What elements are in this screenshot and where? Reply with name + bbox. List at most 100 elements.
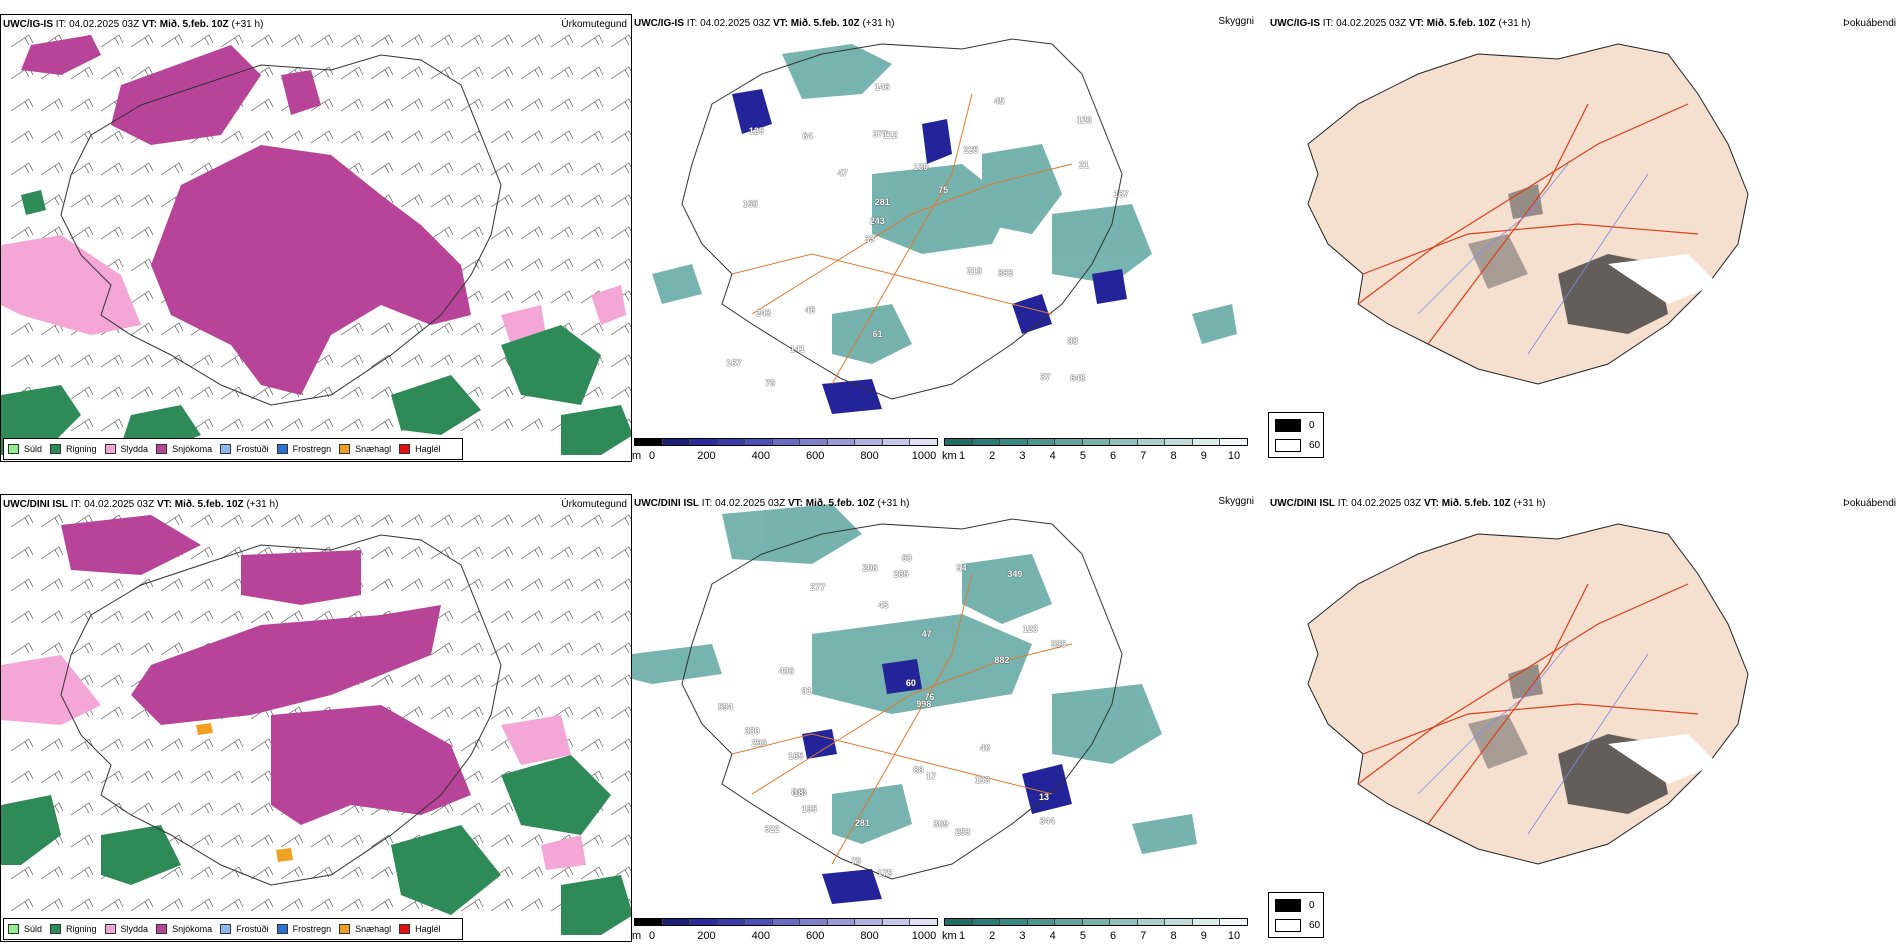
wind-barb — [70, 162, 94, 176]
wind-barb — [220, 578, 244, 592]
wind-barb — [460, 98, 484, 112]
wind-barb — [460, 514, 484, 528]
wind-barb — [460, 322, 484, 336]
wind-barb — [580, 834, 604, 848]
wind-barb — [610, 578, 631, 592]
visibility-value-label: 195 — [801, 803, 817, 814]
vis-colorbar-1: km 1 2 3 4 5 6 7 8 9 10 — [942, 438, 1248, 462]
panel-title-ceiling: Skyggni — [1218, 16, 1254, 27]
wind-barb — [280, 514, 304, 528]
wind-barb — [10, 642, 34, 656]
wind-barb — [430, 66, 454, 80]
fog-index-map-1 — [1307, 43, 1749, 385]
visibility-value-label: 344 — [1039, 816, 1055, 827]
wind-barb — [160, 162, 184, 176]
wind-barb — [490, 290, 514, 304]
wind-barb — [10, 514, 34, 528]
wind-barb — [580, 322, 604, 336]
wind-barb — [460, 66, 484, 80]
colorbar-step — [1110, 439, 1138, 445]
wind-barb — [370, 418, 394, 432]
wind-barb — [10, 546, 34, 560]
roads-orange-2 — [731, 573, 1073, 865]
wind-barb — [520, 194, 544, 208]
visibility-value-label: 79 — [851, 856, 862, 867]
cloud-legend-label: 60 — [1309, 920, 1321, 931]
wind-barb — [160, 642, 184, 656]
colorbar-step — [1165, 919, 1193, 925]
cloud-legend-swatch — [1275, 439, 1301, 452]
wind-barb — [40, 546, 64, 560]
wind-barb — [130, 642, 154, 656]
wind-barb — [610, 258, 631, 272]
wind-barb — [460, 674, 484, 688]
wind-barb — [220, 834, 244, 848]
wind-barb — [490, 258, 514, 272]
wind-barb — [520, 162, 544, 176]
wind-barb — [370, 866, 394, 880]
colorbar-tick: 5 — [1079, 930, 1086, 942]
model-name: UWC/DINI ISL — [1270, 498, 1335, 509]
wind-barb — [10, 578, 34, 592]
wind-barb — [370, 98, 394, 112]
legend-item: Slydda — [104, 444, 148, 454]
wind-barb — [130, 610, 154, 624]
wind-barb — [40, 354, 64, 368]
panel-title-ceiling: Skyggni — [1218, 496, 1254, 507]
wind-barb — [400, 546, 424, 560]
wind-barb — [100, 898, 124, 912]
legend-swatch — [104, 924, 116, 934]
wind-barb — [490, 514, 514, 528]
precip-legend-2: Súld Rigning Slydda Snjókoma Frostúði Frostre… — [3, 918, 463, 940]
colorbar-step — [1000, 919, 1028, 925]
wind-barb — [100, 418, 124, 432]
ceiling-vis-map-2 — [632, 504, 1197, 904]
colorbar-step — [855, 439, 883, 445]
visibility-value-label: 88 — [1067, 336, 1078, 347]
it-value: 04.02.2025 03Z — [700, 18, 771, 29]
ceiling-blue-areas-2 — [802, 659, 1072, 904]
colorbar-tick: 8 — [1170, 930, 1177, 942]
cloud-legend-label: 0 — [1309, 420, 1315, 431]
wind-barb — [490, 98, 514, 112]
vt-value: Mið. 5.feb. 10Z — [174, 499, 244, 510]
colorbar-unit: m — [632, 450, 642, 462]
wind-barb — [370, 66, 394, 80]
wind-barb — [70, 738, 94, 752]
wind-barb — [520, 514, 544, 528]
wind-barb — [520, 66, 544, 80]
colorbar-step — [1055, 439, 1083, 445]
colorbar-step — [745, 439, 773, 445]
wind-barb — [520, 130, 544, 144]
visibility-value-label: 208 — [862, 562, 878, 573]
wind-barb — [160, 322, 184, 336]
cloud-legend-swatch — [1275, 419, 1301, 432]
wind-barb — [430, 706, 454, 720]
wind-barb — [580, 130, 604, 144]
lead-time: (+31 h) — [1513, 498, 1546, 509]
visibility-value-label: 277 — [810, 582, 826, 593]
legend-swatch — [50, 924, 62, 934]
colorbar-tick: 200 — [697, 450, 716, 462]
wind-barb — [220, 898, 244, 912]
colorbar-tick: 800 — [860, 450, 879, 462]
wind-barb — [10, 34, 34, 48]
it-label: IT: — [686, 18, 698, 29]
wind-barb — [100, 738, 124, 752]
colorbar-tick: 9 — [1200, 930, 1207, 942]
visibility-value-label: 281 — [854, 817, 870, 828]
visibility-value-label: 47 — [837, 168, 848, 179]
colorbar-tick: 400 — [751, 450, 770, 462]
colorbar-step — [1165, 439, 1193, 445]
wind-barb — [190, 802, 214, 816]
colorbar-step — [635, 439, 663, 445]
legend-swatch — [8, 924, 19, 934]
wind-barb — [400, 706, 424, 720]
wind-barb — [370, 322, 394, 336]
wind-barb — [10, 226, 34, 240]
visibility-value-label: 75 — [938, 185, 949, 196]
colorbar-strip — [944, 438, 1248, 446]
wind-barb — [520, 578, 544, 592]
wind-barb — [220, 34, 244, 48]
wind-barb — [370, 162, 394, 176]
